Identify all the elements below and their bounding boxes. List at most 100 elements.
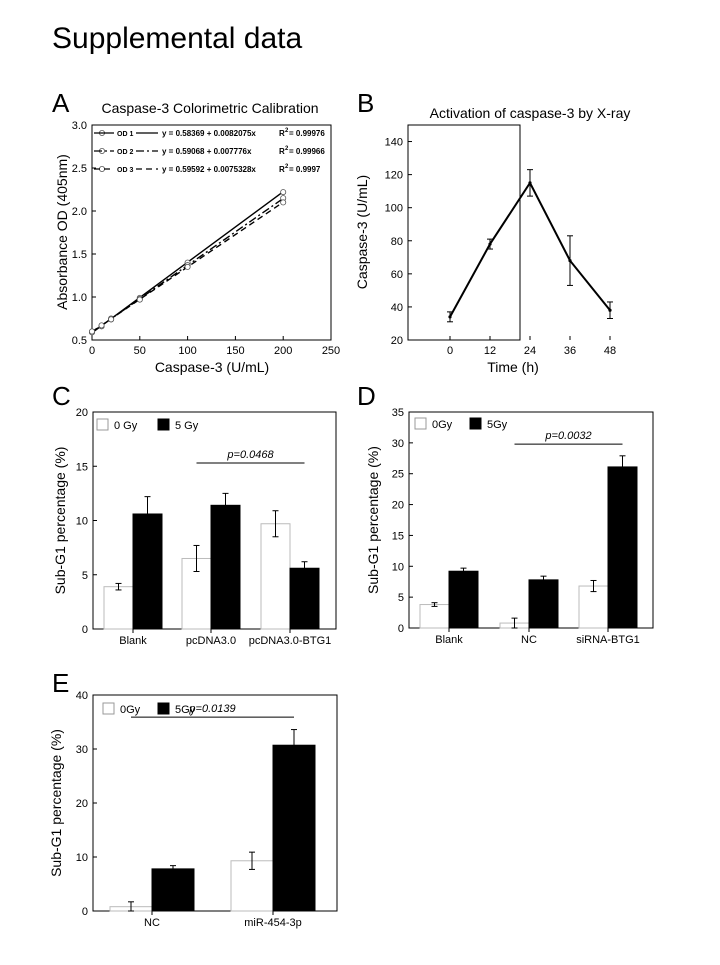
chart-b-ytick-label: 20 (391, 335, 403, 347)
chart-e-ytick-label: 40 (76, 690, 88, 702)
chart-e-category-label: miR-454-3p (244, 917, 301, 929)
chart-a-point-s3 (98, 322, 105, 329)
chart-c-legend-label: 0 Gy (114, 420, 138, 432)
chart-a-legend-label: OD 3 (117, 167, 133, 174)
chart-b-ytick-label: 140 (385, 137, 403, 149)
chart-a-xtick-label: 200 (274, 345, 292, 357)
chart-d-ytick-label: 30 (392, 438, 404, 450)
panel-letter-c: C (52, 381, 71, 411)
chart-d-legend-swatch (469, 417, 482, 430)
chart-c-category-label: pcDNA3.0 (186, 635, 236, 647)
chart-b-ytick-label: 40 (391, 302, 403, 314)
chart-e-legend-swatch (102, 702, 115, 715)
chart-a-ytick-label: 1.0 (72, 292, 87, 304)
chart-a-xtick-label: 250 (322, 345, 340, 357)
chart-b-ytick-label: 80 (391, 236, 403, 248)
chart-a-title: Caspase-3 Colorimetric Calibration (101, 100, 318, 116)
chart-b-xlabel: Time (h) (487, 359, 539, 375)
chart-a-point-s3 (184, 263, 191, 270)
chart-b-title: Activation of caspase-3 by X-ray (430, 105, 631, 121)
chart-b-xtick-label: 12 (484, 345, 496, 357)
chart-d-ylabel: Sub-G1 percentage (%) (365, 446, 381, 594)
chart-a-ytick-label: 2.5 (72, 163, 87, 175)
chart-e-p-value: p=0.0139 (188, 703, 235, 715)
chart-c-ytick-label: 5 (82, 570, 88, 582)
chart-e-category-label: NC (144, 917, 160, 929)
chart-a-legend-r2-value: = 0.9997 (289, 165, 321, 174)
chart-c-bar-control (103, 586, 134, 630)
chart-a-legend-equation: y = 0.59592 + 0.0075328x (162, 165, 256, 174)
chart-b-xtick-label: 48 (604, 345, 616, 357)
chart-c-bar-irradiated (289, 567, 320, 630)
panel-letter-d: D (357, 381, 376, 411)
chart-d-legend-label: 5Gy (487, 419, 508, 431)
chart-b-ytick-label: 100 (385, 203, 403, 215)
chart-d-ytick-label: 20 (392, 500, 404, 512)
chart-a-legend-r2: R (279, 165, 285, 174)
chart-d-ytick-label: 5 (398, 592, 404, 604)
chart-e-bar-irradiated (272, 744, 316, 912)
chart-b-xtick-label: 24 (524, 345, 536, 357)
chart-a-legend-equation: y = 0.58369 + 0.0082075x (162, 129, 256, 138)
chart-c-legend-swatch (96, 418, 109, 431)
chart-e-ytick-label: 20 (76, 798, 88, 810)
chart-c-ytick-label: 15 (76, 461, 88, 473)
chart-d-ytick-label: 10 (392, 561, 404, 573)
chart-d-ytick-label: 0 (398, 623, 404, 635)
chart-d-category-label: NC (521, 634, 537, 646)
chart-b-point (448, 315, 452, 319)
chart-a-ytick-label: 1.5 (72, 249, 87, 261)
chart-d-category-label: siRNA-BTG1 (576, 634, 640, 646)
chart-b-series-line (449, 180, 611, 318)
chart-b-point (568, 259, 572, 263)
chart-c-category-label: pcDNA3.0-BTG1 (249, 635, 332, 647)
chart-a-xtick-label: 50 (134, 345, 146, 357)
chart-b-xtick-label: 0 (447, 345, 453, 357)
chart-d-bar-control (419, 604, 450, 629)
chart-d-ytick-label: 35 (392, 407, 404, 419)
chart-a-ytick-label: 2.0 (72, 206, 87, 218)
chart-e-ylabel: Sub-G1 percentage (%) (48, 729, 64, 877)
chart-a-xlabel: Caspase-3 (U/mL) (155, 359, 269, 375)
chart-a-point-s1 (280, 189, 287, 196)
chart-a-legend-label: OD 1 (117, 131, 133, 138)
chart-a-point-s3 (108, 316, 115, 323)
chart-d-p-value: p=0.0032 (544, 430, 591, 442)
chart-a-legend-label: OD 2 (117, 149, 133, 156)
chart-a-xtick-label: 0 (89, 345, 95, 357)
panel-letter-e: E (52, 668, 69, 698)
panel-letter-b: B (357, 88, 374, 118)
chart-d-bar-irradiated (448, 570, 479, 629)
chart-a-legend-r2: R (279, 147, 285, 156)
chart-c-bar-irradiated (210, 504, 241, 630)
chart-a-point-s3 (136, 296, 143, 303)
chart-d-category-label: Blank (435, 634, 463, 646)
chart-c-category-label: Blank (119, 635, 147, 647)
chart-b-ytick-label: 60 (391, 269, 403, 281)
chart-c-ytick-label: 10 (76, 516, 88, 528)
chart-b-plot-frame (407, 124, 521, 341)
chart-d-ytick-label: 15 (392, 530, 404, 542)
chart-a-plot-frame (91, 124, 332, 341)
chart-c-ytick-label: 20 (76, 407, 88, 419)
chart-e-bar-irradiated (151, 868, 195, 912)
chart-b-ylabel: Caspase-3 (U/mL) (354, 175, 370, 289)
chart-b-point (528, 181, 532, 185)
chart-a-legend-r2-value: = 0.99966 (289, 147, 325, 156)
chart-a-point-s3 (280, 199, 287, 206)
chart-a-point-s3 (89, 328, 96, 335)
chart-a-legend-r2-value: = 0.99976 (289, 129, 325, 138)
chart-b-ytick-label: 120 (385, 170, 403, 182)
chart-c-bar-control (260, 523, 291, 630)
chart-a-xtick-label: 100 (178, 345, 196, 357)
chart-a-ylabel: Absorbance OD (405nm) (54, 154, 70, 310)
chart-a-xtick-label: 150 (226, 345, 244, 357)
chart-d-bar-control (578, 585, 609, 629)
chart-d-legend-label: 0Gy (432, 419, 453, 431)
chart-c-ytick-label: 0 (82, 624, 88, 636)
chart-a-legend-r2: R (279, 129, 285, 138)
chart-e-legend-swatch (157, 702, 170, 715)
chart-a-ytick-label: 0.5 (72, 335, 87, 347)
